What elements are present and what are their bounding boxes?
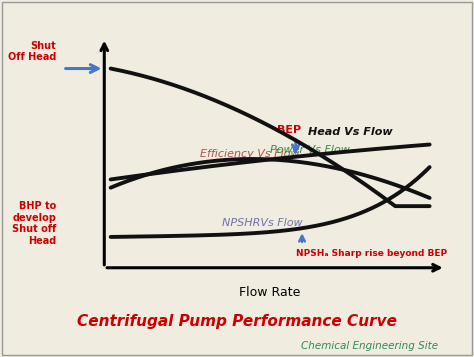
Text: BEP: BEP: [277, 125, 301, 135]
Text: NPSHRVs Flow: NPSHRVs Flow: [222, 218, 303, 228]
Text: Power Vs Flow: Power Vs Flow: [270, 145, 350, 155]
Text: Shut
Off Head: Shut Off Head: [8, 41, 56, 62]
Text: Head Vs Flow: Head Vs Flow: [309, 127, 393, 137]
Text: Efficiency Vs Flow: Efficiency Vs Flow: [200, 149, 300, 159]
Text: Chemical Engineering Site: Chemical Engineering Site: [301, 341, 438, 351]
Text: BHP to
develop
Shut off
Head: BHP to develop Shut off Head: [12, 201, 56, 246]
Text: Flow Rate: Flow Rate: [239, 286, 301, 299]
Text: Centrifugal Pump Performance Curve: Centrifugal Pump Performance Curve: [77, 314, 397, 329]
Text: NPSHₐ Sharp rise beyond BEP: NPSHₐ Sharp rise beyond BEP: [296, 249, 447, 258]
